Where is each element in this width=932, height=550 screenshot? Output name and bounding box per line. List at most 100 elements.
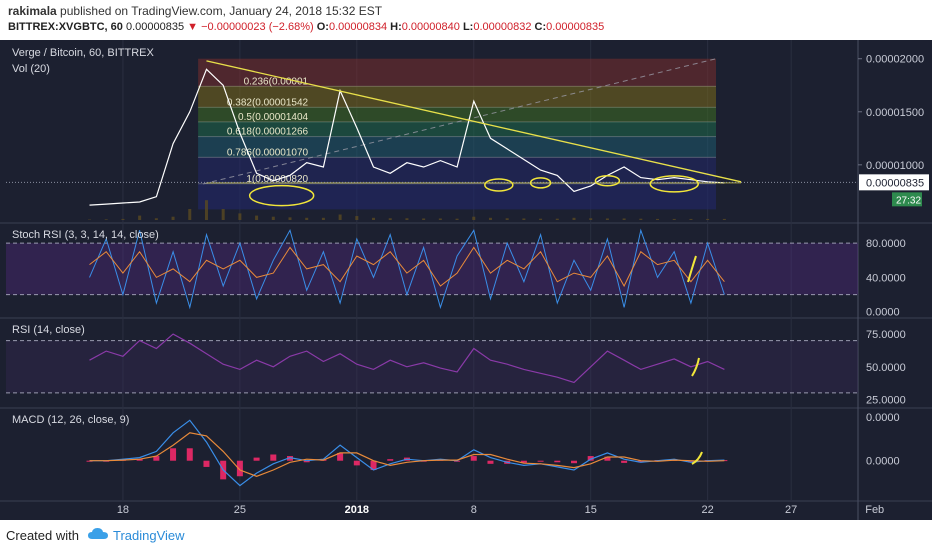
published-text: published on TradingView.com, January 24…	[60, 4, 383, 18]
macd-y-tick-label: 0.0000	[866, 456, 900, 468]
support-ellipse-annotation[interactable]	[649, 175, 699, 193]
volume-bar	[572, 217, 576, 220]
countdown-label: 27:32	[896, 195, 921, 206]
low-label: L:	[462, 21, 474, 33]
rsi-line[interactable]	[89, 333, 725, 384]
volume-bar	[221, 209, 225, 220]
open-label: O:	[316, 21, 329, 33]
macd-histogram-bar	[153, 456, 160, 461]
price-series-line[interactable]	[89, 68, 725, 206]
x-tick-label: 25	[234, 504, 246, 516]
volume-bar	[305, 217, 309, 220]
support-ellipse-annotation[interactable]	[594, 174, 621, 187]
volume-bar	[455, 218, 459, 220]
volume-bar	[438, 218, 442, 220]
last-price: 0.00000835	[125, 21, 185, 33]
fib-label: 0.382(0.00001542	[227, 97, 309, 108]
rsi-y-tick-label: 75.0000	[866, 329, 906, 341]
x-tick-label: 2018	[345, 504, 369, 516]
volume-bar	[355, 216, 359, 220]
macd-pane[interactable]: MACD (12, 26, close, 9)	[12, 414, 728, 487]
stoch-d-line[interactable]	[89, 246, 725, 288]
fib-label: 0.786(0.00001070	[227, 147, 309, 158]
rsi-y-tick-label: 25.0000	[866, 394, 906, 406]
tradingview-brand[interactable]: TradingView	[112, 527, 185, 543]
stoch-up-arrow-annotation[interactable]	[687, 255, 697, 283]
rsi-up-arrow-annotation[interactable]	[691, 357, 700, 377]
support-ellipse-annotation[interactable]	[484, 178, 514, 192]
publish-info: rakimala published on TradingView.com, J…	[8, 4, 382, 20]
price-y-tick-label: 0.00002000	[866, 54, 924, 66]
stoch-pane-title: Stoch RSI (3, 3, 14, 14, close)	[12, 229, 159, 241]
chart-canvas[interactable]: 0.236(0.00001 0.382(0.00001542 0.5(0.00001…	[0, 40, 932, 520]
author-name[interactable]: rakimala	[8, 4, 57, 18]
macd-histogram-bar	[687, 460, 694, 463]
rsi-pane-title: RSI (14, close)	[12, 324, 85, 336]
macd-histogram-bar	[554, 460, 561, 463]
macd-y-tick-label: 0.0000	[866, 412, 900, 424]
macd-histogram-bar	[470, 456, 477, 461]
price-pane-title: Verge / Bitcoin, 60, BITTREX	[12, 47, 155, 59]
volume-bar	[472, 216, 476, 220]
volume-bar	[171, 216, 175, 220]
volume-bar	[589, 218, 593, 220]
ohlc-bar: BITTREX:XVGBTC, 60 0.00000835 ▼ −0.00000…	[8, 21, 604, 37]
fib-band[interactable]	[198, 107, 716, 122]
macd-histogram-bar	[136, 459, 143, 461]
fib-diagonal-dashed	[203, 58, 717, 185]
volume-bar	[154, 218, 158, 220]
volume-bar	[138, 215, 142, 220]
symbol-label: BITTREX:XVGBTC, 60	[8, 21, 123, 33]
volume-bar	[488, 217, 492, 220]
close-value: 0.00000835	[546, 21, 605, 33]
macd-histogram-bar	[370, 460, 377, 471]
volume-bar	[288, 217, 292, 220]
annotation-layer[interactable]	[248, 174, 703, 465]
descending-trendline[interactable]	[206, 60, 742, 183]
volume-bar	[522, 218, 526, 220]
volume-bar	[255, 215, 259, 220]
volume-bar	[605, 218, 609, 220]
macd-histogram-bar	[520, 460, 527, 463]
x-tick-label: 8	[471, 504, 477, 516]
macd-line[interactable]	[89, 419, 725, 487]
macd-up-arrow-annotation[interactable]	[691, 451, 703, 465]
support-ellipse-annotation[interactable]	[248, 184, 315, 207]
support-ellipse-annotation[interactable]	[529, 177, 552, 189]
macd-histogram-bar	[587, 456, 594, 461]
macd-histogram-bar	[236, 460, 243, 477]
volume-bar	[555, 218, 559, 220]
stoch-y-tick-label: 0.0000	[866, 307, 900, 319]
volume-bar	[121, 218, 125, 220]
macd-histogram-bar	[337, 452, 344, 461]
created-with-label: Created with	[6, 527, 79, 543]
volume-bar	[656, 218, 660, 220]
macd-signal-line[interactable]	[89, 432, 725, 477]
stoch-k-line[interactable]	[89, 228, 725, 310]
volume-bar	[539, 218, 543, 220]
fib-band[interactable]	[198, 86, 716, 108]
fib-band[interactable]	[198, 121, 716, 137]
macd-histogram-bar	[387, 459, 394, 461]
close-label: C:	[534, 21, 547, 33]
volume-bar	[622, 218, 626, 220]
chart-area[interactable]: 0.236(0.00001 0.382(0.00001542 0.5(0.00001…	[0, 40, 932, 520]
volume-bar	[204, 200, 208, 220]
macd-histogram-bar	[186, 448, 193, 461]
fibonacci-retracement[interactable]: 0.236(0.00001 0.382(0.00001542 0.5(0.00001…	[198, 58, 716, 210]
macd-histogram-bar	[537, 460, 544, 462]
x-tick-label: 15	[585, 504, 597, 516]
axis-layer: 18 25 2018 8 15 22 27 Feb 0.00002000 0.00001500 0.…	[117, 54, 929, 516]
fib-band[interactable]	[198, 136, 716, 158]
fib-band[interactable]	[198, 58, 716, 87]
macd-histogram-bar	[203, 460, 210, 467]
volume-label: Vol (20)	[12, 63, 50, 75]
price-pane[interactable]: Verge / Bitcoin, 60, BITTREX Vol (20)	[6, 47, 858, 220]
rsi-band-fill	[6, 340, 858, 393]
rsi-y-tick-label: 50.0000	[866, 362, 906, 374]
fib-label: 0.618(0.00001266	[227, 127, 309, 138]
macd-histogram-bar	[303, 460, 310, 463]
x-tick-label: 27	[785, 504, 797, 516]
stoch-rsi-pane[interactable]: Stoch RSI (3, 3, 14, 14, close)	[6, 228, 858, 310]
rsi-pane[interactable]: RSI (14, close)	[6, 324, 858, 394]
